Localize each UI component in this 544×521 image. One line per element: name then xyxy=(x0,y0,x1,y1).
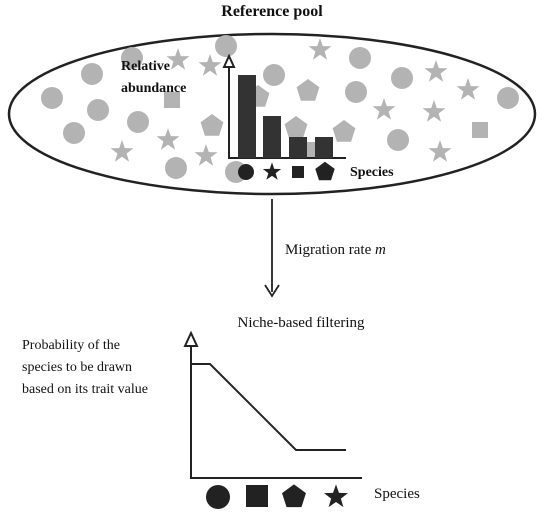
filtering-probability-curve xyxy=(191,363,346,451)
star-icon xyxy=(324,484,348,508)
pool-circle-icon xyxy=(127,111,149,133)
abundance-bar xyxy=(238,75,256,158)
migration-rate-symbol: m xyxy=(375,242,386,258)
circle-icon xyxy=(238,164,254,180)
abundance-y-arrow xyxy=(222,53,236,68)
pool-circle-icon xyxy=(215,35,237,57)
abundance-bar xyxy=(289,137,307,158)
abundance-bar xyxy=(263,116,281,158)
filtering-chart xyxy=(183,330,362,479)
filtering-title: Niche-based filtering xyxy=(237,315,365,331)
pool-circle-icon xyxy=(41,87,63,109)
filtering-species-label: Species xyxy=(374,486,420,502)
pool-square-icon xyxy=(472,122,488,138)
square-icon xyxy=(246,485,268,507)
pool-circle-icon xyxy=(81,63,103,85)
pool-circle-icon xyxy=(349,47,371,69)
pool-circle-icon xyxy=(497,87,519,109)
filtering-y-arrow xyxy=(183,330,199,347)
pool-circle-icon xyxy=(387,129,409,151)
star-icon xyxy=(262,162,282,180)
migration-label-prefix: Migration rate xyxy=(285,242,375,258)
square-icon xyxy=(292,166,304,178)
reference-pool-title: Reference pool xyxy=(221,3,323,20)
migration-label: Migration rate m xyxy=(285,242,386,258)
pool-circle-icon xyxy=(87,99,109,121)
abundance-species-icons xyxy=(238,161,335,181)
filtering-ylabel-line1: Probability of the xyxy=(22,338,120,353)
pentagon-icon xyxy=(282,484,306,508)
pentagon-icon xyxy=(315,161,335,181)
migration-arrow xyxy=(264,199,280,298)
abundance-label-line1: Relative xyxy=(121,59,170,74)
abundance-bars xyxy=(238,75,333,158)
circle-icon xyxy=(206,485,230,509)
filtering-species-icons xyxy=(206,484,348,509)
abundance-species-label: Species xyxy=(350,165,394,180)
abundance-label-line2: abundance xyxy=(121,81,186,96)
filtering-ylabel-line2: species to be drawn xyxy=(22,360,132,375)
pool-circle-icon xyxy=(345,81,367,103)
pool-circle-icon xyxy=(165,157,187,179)
pool-circle-icon xyxy=(63,122,85,144)
abundance-bar xyxy=(315,137,333,158)
pool-circle-icon xyxy=(391,67,413,89)
pool-circle-icon xyxy=(263,64,285,86)
filtering-ylabel-line3: based on its trait value xyxy=(22,382,148,397)
